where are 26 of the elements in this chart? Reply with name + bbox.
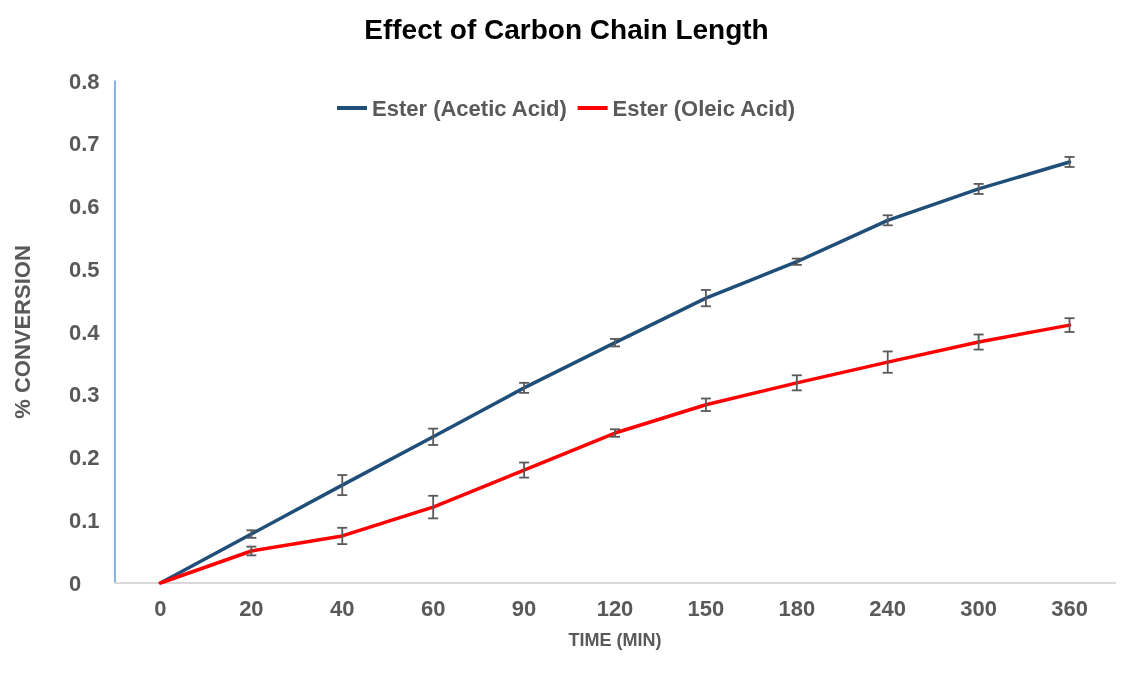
- y-tick-label: 0: [69, 570, 82, 596]
- y-tick-label: 0.2: [69, 445, 100, 470]
- y-axis-title: % CONVERSION: [9, 245, 35, 419]
- x-tick-label: 0: [154, 595, 167, 621]
- x-tick-label: 40: [330, 595, 355, 621]
- y-tick-label: 0.6: [69, 194, 100, 219]
- x-tick-label: 90: [511, 595, 537, 621]
- x-tick-label: 180: [778, 595, 816, 621]
- y-tick-label: 0.7: [69, 131, 100, 157]
- x-tick-label: 300: [960, 595, 997, 621]
- x-tick-label: 360: [1051, 595, 1088, 621]
- x-tick-label: 20: [239, 595, 264, 621]
- x-tick-label: 120: [596, 595, 634, 621]
- y-tick-label: 0.8: [69, 68, 100, 94]
- line-series: [158, 323, 1072, 585]
- y-tick-label: 0.3: [69, 382, 100, 408]
- legend-label: Ester (Acetic Acid): [372, 95, 567, 121]
- x-tick-label: 60: [420, 595, 446, 621]
- y-tick-label: 0.1: [69, 507, 100, 533]
- legend-label: Ester (Oleic Acid): [612, 95, 796, 121]
- chart-title: Effect of Carbon Chain Length: [364, 13, 769, 45]
- x-tick-label: 150: [687, 595, 725, 621]
- y-tick-label: 0.5: [69, 256, 100, 282]
- x-axis-title: TIME (MIN): [568, 630, 662, 650]
- y-tick-label: 0.4: [69, 319, 101, 345]
- x-tick-label: 240: [869, 595, 907, 621]
